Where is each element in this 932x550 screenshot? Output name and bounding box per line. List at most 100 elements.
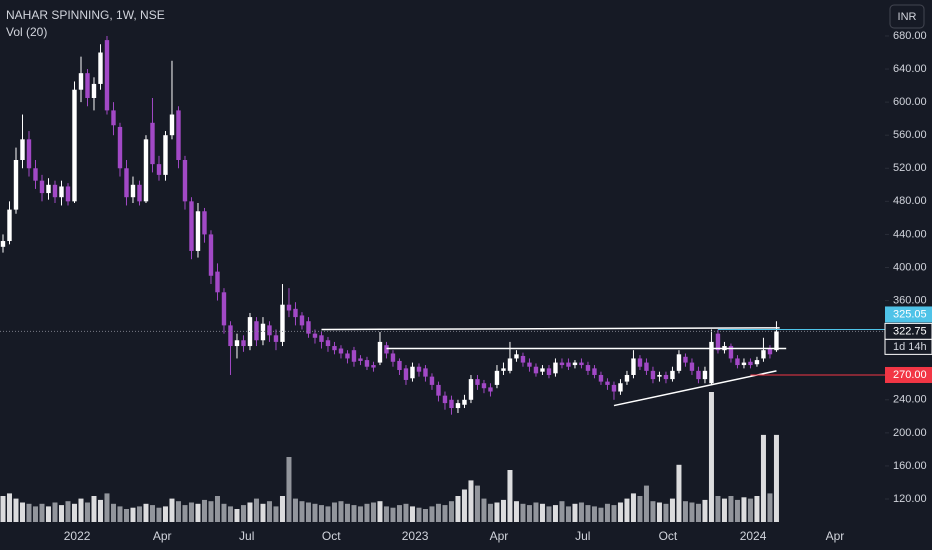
candle-body bbox=[683, 356, 688, 363]
candle-body bbox=[559, 362, 565, 366]
candle-body bbox=[449, 399, 454, 409]
candle-body bbox=[98, 52, 103, 84]
candle-body bbox=[202, 211, 207, 235]
volume-bar bbox=[643, 485, 649, 522]
candle-body bbox=[650, 370, 656, 380]
candle-body bbox=[59, 186, 64, 198]
candle-body bbox=[13, 159, 19, 210]
volume-bar bbox=[650, 501, 656, 522]
candle-body bbox=[358, 358, 363, 361]
volume-bar bbox=[286, 457, 292, 522]
candle-body bbox=[351, 350, 357, 362]
volume-bar bbox=[227, 506, 233, 522]
candle-body bbox=[501, 368, 506, 371]
price-label-box bbox=[885, 366, 932, 383]
currency-label[interactable]: INR bbox=[898, 11, 917, 23]
volume-bar bbox=[0, 496, 6, 522]
volume-bar bbox=[149, 505, 155, 522]
volume-bar bbox=[539, 503, 545, 522]
price-label: 270.00 bbox=[893, 369, 927, 381]
candle-body bbox=[657, 374, 662, 377]
volume-bar bbox=[656, 502, 662, 522]
candle-body bbox=[364, 360, 370, 367]
volume-bar bbox=[624, 498, 630, 522]
volume-bar bbox=[273, 506, 279, 522]
volume-bar bbox=[247, 502, 253, 522]
volume-bar bbox=[754, 496, 760, 522]
volume-bar bbox=[156, 507, 162, 522]
volume-bar bbox=[708, 392, 714, 522]
candle-body bbox=[553, 362, 558, 374]
volume-bar bbox=[312, 503, 318, 522]
candle-body bbox=[189, 201, 194, 251]
price-label: 322.75 bbox=[893, 325, 927, 337]
candle-body bbox=[286, 304, 292, 311]
candle-body bbox=[579, 362, 584, 366]
y-tick-label: 640.00 bbox=[893, 63, 927, 75]
volume-bar bbox=[377, 501, 383, 522]
volume-bar bbox=[526, 505, 532, 522]
candle-body bbox=[416, 366, 422, 372]
volume-bar bbox=[767, 493, 773, 522]
volume-bar bbox=[728, 496, 734, 522]
volume-bar bbox=[266, 501, 272, 522]
candle-body bbox=[156, 164, 162, 175]
y-tick-label: 160.00 bbox=[893, 460, 927, 472]
candle-body bbox=[611, 384, 617, 392]
volume-bar bbox=[52, 502, 58, 522]
countdown-label: 1d 14h bbox=[893, 341, 927, 353]
volume-bar bbox=[58, 505, 64, 522]
candle-body bbox=[234, 340, 240, 347]
candle-body bbox=[676, 354, 682, 371]
volume-bar bbox=[78, 498, 84, 522]
volume-bar bbox=[240, 505, 246, 522]
candle-body bbox=[150, 122, 155, 165]
volume-bar bbox=[416, 507, 422, 522]
candle-body bbox=[507, 358, 513, 371]
candle-body bbox=[403, 368, 409, 380]
candle-body bbox=[221, 292, 227, 326]
candle-body bbox=[566, 362, 571, 367]
volume-bar bbox=[559, 501, 565, 522]
volume-bar bbox=[97, 499, 103, 522]
candle-body bbox=[494, 370, 500, 385]
x-tick-label: Apr bbox=[826, 529, 845, 543]
candle-body bbox=[663, 374, 669, 380]
volume-bar bbox=[84, 502, 90, 522]
volume-bar bbox=[520, 503, 526, 522]
candle-body bbox=[728, 346, 734, 359]
volume-bar bbox=[565, 506, 571, 522]
candle-body bbox=[78, 73, 84, 90]
candle-body bbox=[332, 346, 337, 351]
candle-body bbox=[605, 381, 610, 385]
volume-bar bbox=[637, 496, 643, 522]
volume-bar bbox=[279, 496, 285, 522]
volume-bar bbox=[585, 505, 591, 522]
candle-body bbox=[52, 184, 58, 198]
y-tick-label: 680.00 bbox=[893, 30, 927, 42]
volume-bar bbox=[507, 470, 513, 522]
candle-body bbox=[748, 361, 753, 366]
volume-label: Vol (20) bbox=[6, 25, 47, 39]
volume-bar bbox=[234, 509, 240, 522]
volume-bar bbox=[682, 501, 688, 522]
candle-body bbox=[163, 135, 168, 175]
candle-body bbox=[111, 110, 116, 126]
candle-body bbox=[46, 184, 51, 194]
volume-bar bbox=[45, 506, 51, 522]
candle-body bbox=[637, 358, 643, 367]
candle-body bbox=[312, 333, 318, 338]
candle-body bbox=[592, 368, 597, 375]
candle-body bbox=[735, 358, 740, 366]
candle-body bbox=[33, 168, 38, 181]
candle-body bbox=[273, 335, 279, 342]
volume-bar bbox=[162, 506, 168, 522]
candle-body bbox=[306, 321, 311, 334]
candle-body bbox=[260, 323, 266, 341]
x-tick-label: 2022 bbox=[64, 529, 91, 543]
candle-body bbox=[624, 374, 630, 382]
currency-button[interactable] bbox=[889, 4, 925, 29]
candle-body bbox=[767, 348, 773, 355]
